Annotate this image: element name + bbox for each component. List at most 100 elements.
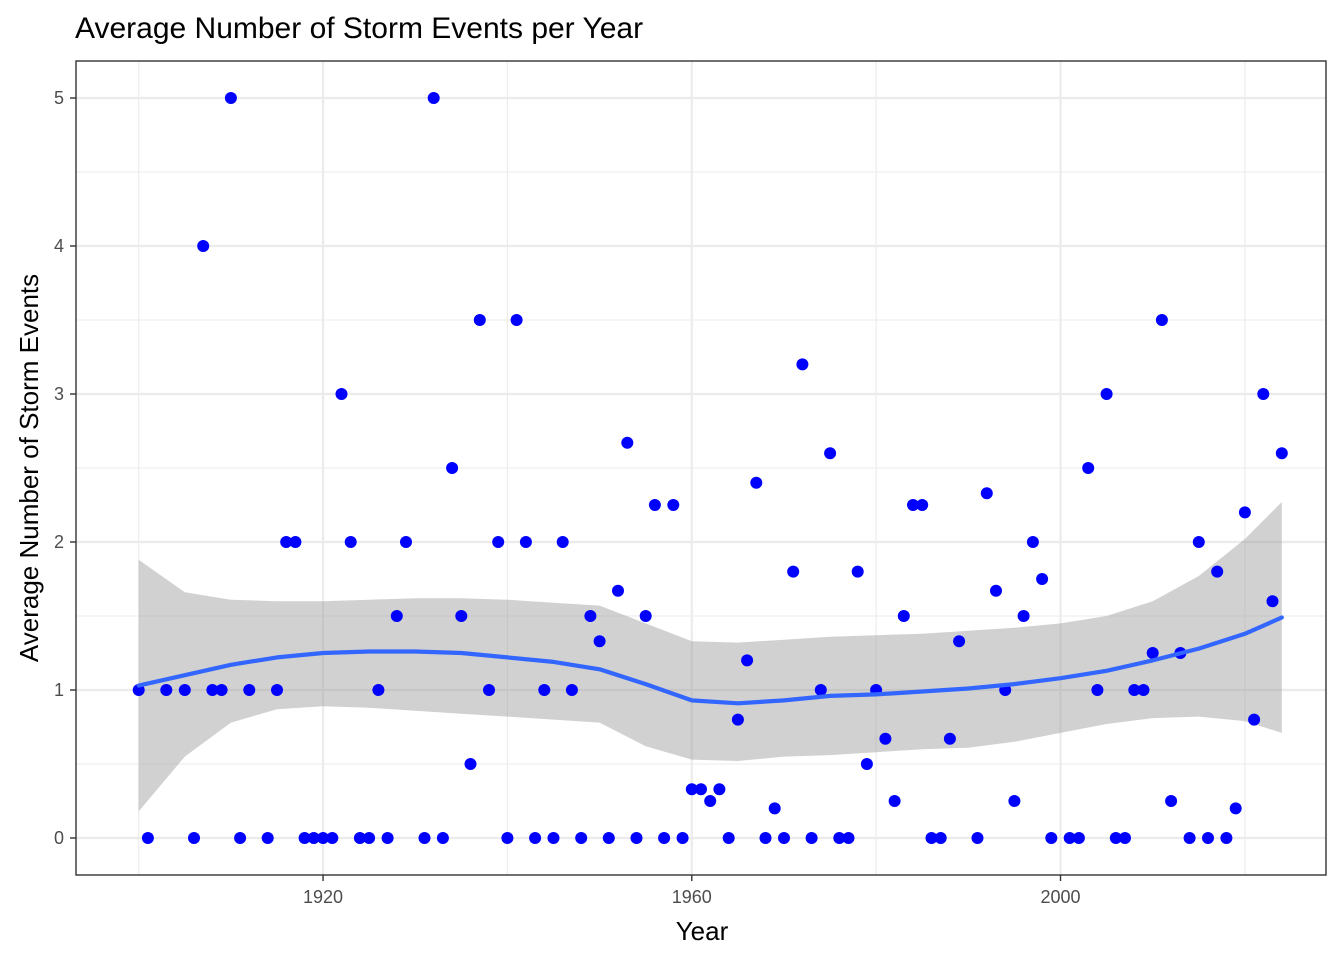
panel-border [75, 60, 1327, 876]
data-point [990, 584, 1002, 597]
x-axis: 1920 1960 2000 [303, 875, 1081, 907]
data-point [695, 783, 707, 796]
data-point [178, 684, 191, 696]
data-point [160, 684, 173, 696]
data-point [510, 314, 523, 326]
data-point [390, 610, 403, 622]
data-point [971, 832, 984, 844]
data-point [1082, 462, 1095, 474]
data-point [639, 610, 652, 622]
data-point [768, 802, 781, 815]
data-point [529, 832, 542, 844]
data-point [879, 732, 892, 745]
data-point [860, 758, 873, 770]
data-point [796, 358, 809, 371]
data-point [676, 832, 689, 844]
data-point [713, 783, 726, 796]
data-point [455, 610, 468, 622]
data-point [612, 584, 624, 597]
data-point [326, 832, 339, 844]
data-point [427, 92, 440, 104]
data-point [206, 684, 219, 696]
data-point [234, 832, 247, 844]
data-point [565, 684, 578, 696]
y-tick-label: 5 [54, 88, 64, 108]
data-point [953, 635, 966, 648]
data-point [575, 832, 588, 844]
data-point [261, 832, 274, 844]
data-point [363, 832, 376, 844]
data-point [197, 240, 210, 252]
data-point [1100, 388, 1113, 400]
data-point [621, 436, 634, 449]
y-tick-label: 2 [54, 532, 64, 552]
data-point [759, 832, 772, 844]
data-point [271, 684, 283, 696]
data-point [492, 536, 505, 548]
data-point [335, 388, 348, 400]
data-point [648, 499, 661, 511]
data-point [1137, 684, 1150, 696]
data-point [501, 832, 514, 844]
confidence-ribbon [138, 502, 1282, 812]
data-point [897, 610, 910, 622]
data-point [547, 832, 560, 844]
data-point [907, 499, 919, 511]
data-point [1036, 573, 1049, 585]
data-point [685, 783, 698, 796]
data-point [943, 732, 956, 745]
data-point [1202, 832, 1214, 844]
data-point [934, 832, 947, 844]
data-point [805, 832, 818, 844]
data-point [741, 654, 754, 667]
data-point [344, 536, 357, 548]
data-point [851, 565, 864, 578]
data-point [630, 832, 643, 844]
data-point [381, 832, 394, 844]
data-point [1017, 610, 1030, 622]
x-tick-label: 2000 [1040, 887, 1080, 907]
smooth-trend-line [136, 615, 1284, 706]
data-point [307, 832, 320, 844]
y-tick-label: 4 [54, 236, 64, 256]
data-point [1192, 536, 1205, 548]
data-point [1155, 314, 1168, 326]
data-point [317, 832, 330, 844]
data-point [372, 684, 385, 696]
data-point [658, 832, 671, 844]
data-point [1220, 832, 1233, 844]
data-point [1238, 506, 1251, 519]
data-point [1045, 832, 1058, 844]
data-point [243, 684, 256, 696]
data-point [980, 487, 993, 500]
data-point [1026, 536, 1039, 548]
data-point [418, 832, 431, 844]
data-point [464, 758, 477, 770]
data-point [888, 795, 901, 807]
data-point [1275, 447, 1288, 460]
x-tick-label: 1920 [303, 887, 343, 907]
data-point [556, 536, 569, 548]
data-point [842, 832, 855, 844]
data-point [925, 832, 938, 844]
data-point [1146, 647, 1159, 659]
data-point [215, 684, 228, 696]
data-point [667, 499, 680, 511]
data-point [750, 476, 763, 489]
data-point [188, 832, 200, 844]
data-point [584, 610, 597, 622]
data-point [787, 565, 800, 578]
data-point [1165, 795, 1178, 807]
data-point [353, 832, 366, 844]
data-point [436, 832, 449, 844]
data-point [1063, 832, 1076, 844]
data-point [473, 314, 486, 326]
data-point [1248, 713, 1261, 726]
y-axis: 0 1 2 3 4 5 [54, 88, 76, 848]
x-axis-title: Year [676, 916, 729, 946]
y-tick-label: 1 [54, 680, 64, 700]
data-point [722, 832, 735, 844]
data-point [519, 536, 532, 548]
data-point [1257, 388, 1270, 400]
